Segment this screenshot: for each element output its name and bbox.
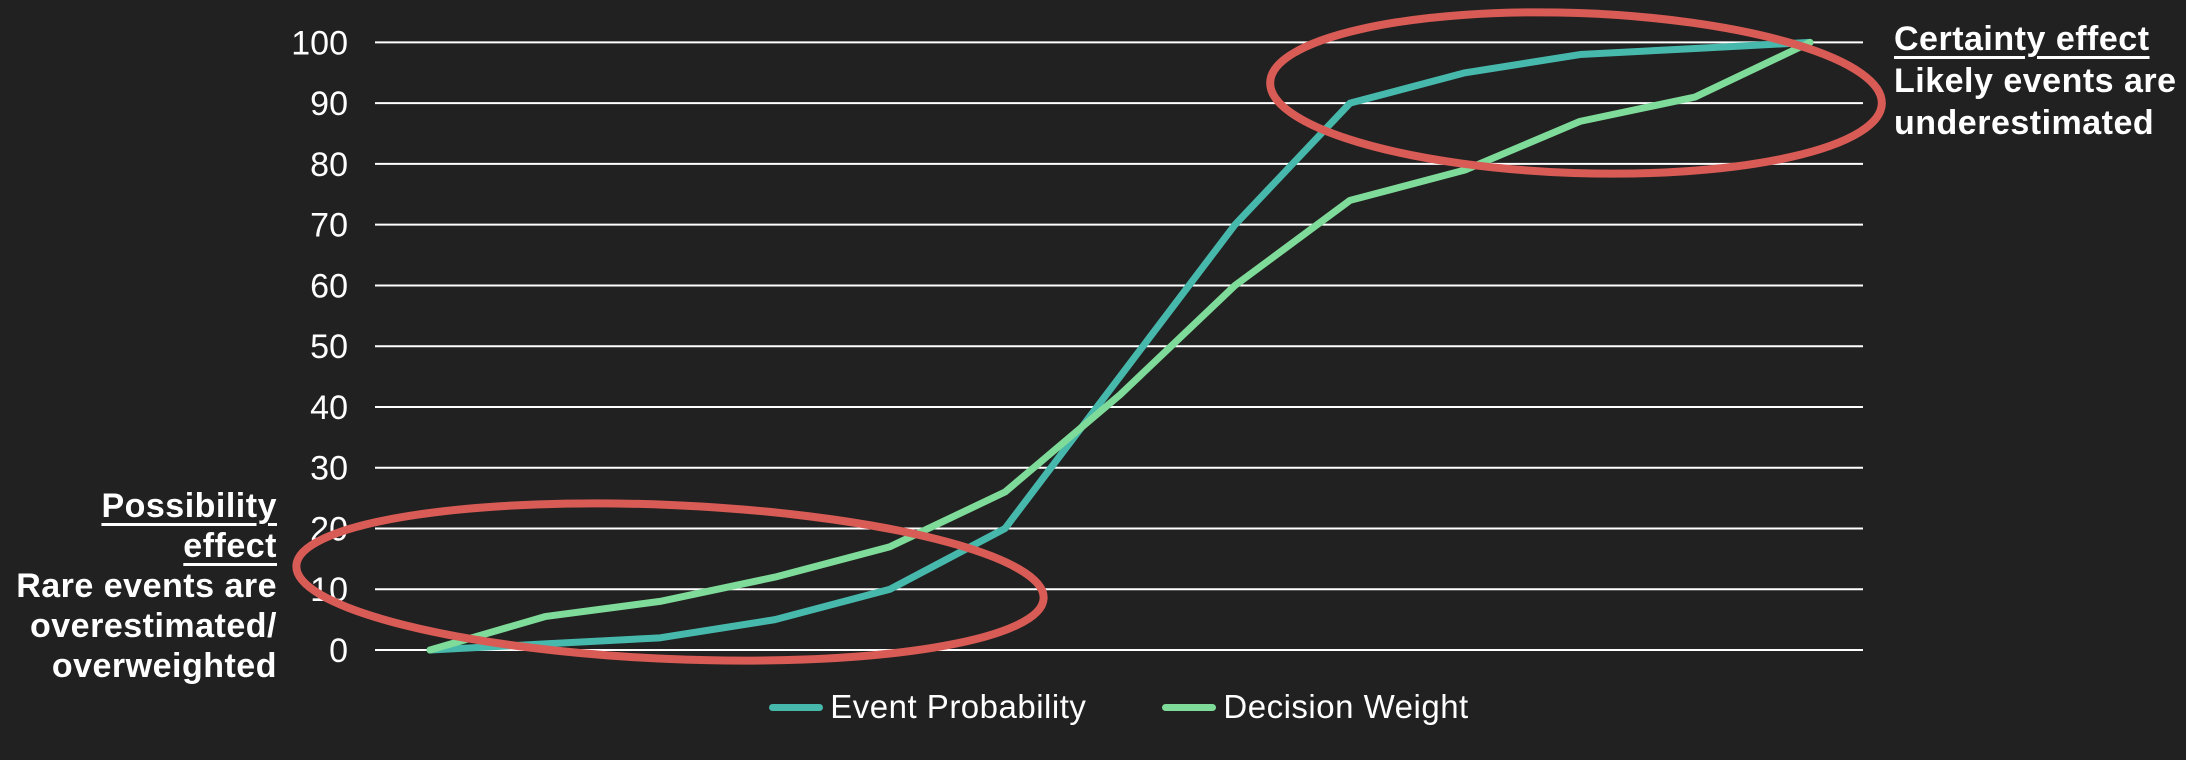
y-axis-tick-label: 100 [291,24,348,62]
chart-legend: Event Probability Decision Weight [375,688,1863,726]
decision-weight-line-swatch [1162,703,1217,711]
y-axis-tick-label: 50 [310,328,348,366]
y-axis-tick-label: 30 [310,450,348,488]
y-axis-tick-label: 40 [310,389,348,427]
certainty-effect-title: Certainty effect [1894,20,2150,58]
possibility-highlight-oval [292,499,1048,665]
possibility-effect-line: Rare events are [16,567,277,605]
gridlines-group [375,41,1863,651]
possibility-effect-line: overweighted [51,647,277,685]
series-lines-group [426,38,1814,654]
certainty-effect-line: underestimated [1894,104,2155,142]
legend-label-event-probability: Event Probability [830,688,1087,725]
y-axis-tick-label: 0 [329,632,348,670]
y-axis-tick-label: 70 [310,207,348,245]
series-line-event-probability [426,38,1814,654]
event-probability-line-swatch [769,703,824,711]
certainty-effect-line: Likely events are [1894,62,2177,100]
legend-label-decision-weight: Decision Weight [1223,688,1469,725]
y-axis-tick-label: 90 [310,85,348,123]
possibility-effect-annotation: Possibility effect Rare events are overe… [0,486,277,686]
possibility-effect-line: overestimated/ [30,607,277,645]
y-axis-tick-label: 60 [310,267,348,305]
certainty-highlight-oval [1266,8,1886,178]
y-axis-tick-label: 80 [310,146,348,184]
possibility-effect-title: Possibility effect [101,487,277,565]
series-line-decision-weight [426,38,1814,654]
legend-item-event-probability: Event Probability [769,688,1086,726]
certainty-effect-annotation: Certainty effect Likely events are under… [1894,18,2186,144]
legend-item-decision-weight: Decision Weight [1162,688,1468,726]
